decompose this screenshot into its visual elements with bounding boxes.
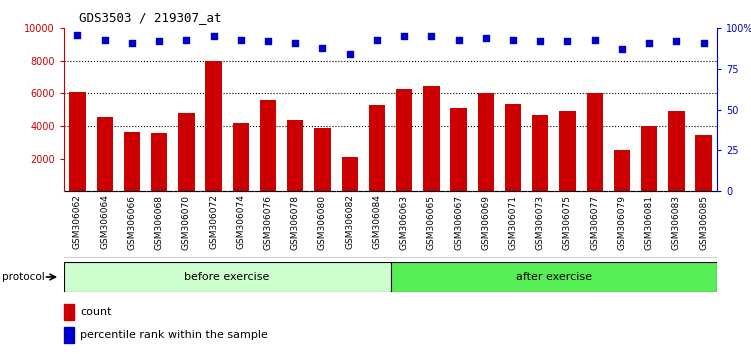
Text: GSM306064: GSM306064: [100, 195, 109, 250]
Bar: [695, 135, 712, 191]
Point: [344, 52, 356, 57]
Text: GSM306065: GSM306065: [427, 195, 436, 250]
Point: [153, 39, 165, 44]
Text: GSM306062: GSM306062: [73, 195, 82, 250]
Point: [262, 39, 274, 44]
Bar: [314, 128, 330, 191]
Text: before exercise: before exercise: [185, 272, 270, 282]
Point: [453, 37, 465, 42]
Text: GSM306075: GSM306075: [563, 195, 572, 250]
Bar: [260, 100, 276, 191]
Bar: [64, 327, 74, 343]
Point: [480, 35, 492, 41]
Text: GSM306068: GSM306068: [155, 195, 164, 250]
Bar: [206, 61, 222, 191]
Bar: [69, 92, 86, 191]
Text: GSM306066: GSM306066: [128, 195, 137, 250]
Bar: [369, 105, 385, 191]
Text: count: count: [80, 307, 112, 318]
Point: [207, 34, 219, 39]
Bar: [641, 126, 657, 191]
Point: [534, 39, 546, 44]
Point: [507, 37, 519, 42]
Bar: [342, 157, 358, 191]
Bar: [451, 108, 467, 191]
Bar: [178, 113, 195, 191]
Text: GSM306074: GSM306074: [237, 195, 246, 250]
Text: after exercise: after exercise: [516, 272, 592, 282]
Text: GSM306073: GSM306073: [535, 195, 544, 250]
Text: GSM306077: GSM306077: [590, 195, 599, 250]
Bar: [124, 132, 140, 191]
Text: GSM306082: GSM306082: [345, 195, 354, 250]
Point: [616, 47, 628, 52]
Text: GSM306078: GSM306078: [291, 195, 300, 250]
Point: [371, 37, 383, 42]
Bar: [505, 104, 521, 191]
Text: GSM306063: GSM306063: [400, 195, 409, 250]
Bar: [668, 112, 684, 191]
Bar: [287, 120, 303, 191]
Bar: [424, 86, 439, 191]
Point: [126, 40, 138, 46]
Text: GSM306079: GSM306079: [617, 195, 626, 250]
Text: GSM306069: GSM306069: [481, 195, 490, 250]
Point: [671, 39, 683, 44]
Bar: [614, 150, 630, 191]
Bar: [151, 132, 167, 191]
Text: GSM306076: GSM306076: [264, 195, 273, 250]
Bar: [478, 93, 494, 191]
Text: GSM306080: GSM306080: [318, 195, 327, 250]
Bar: [559, 112, 575, 191]
Bar: [96, 117, 113, 191]
Point: [425, 34, 437, 39]
Bar: [587, 93, 603, 191]
Bar: [64, 304, 74, 320]
Point: [180, 37, 192, 42]
Point: [289, 40, 301, 46]
Bar: [396, 88, 412, 191]
Text: percentile rank within the sample: percentile rank within the sample: [80, 330, 268, 341]
Point: [398, 34, 410, 39]
Text: GSM306084: GSM306084: [372, 195, 382, 250]
Text: GSM306072: GSM306072: [209, 195, 218, 250]
Text: protocol: protocol: [2, 272, 44, 282]
Text: GSM306081: GSM306081: [644, 195, 653, 250]
Text: GSM306070: GSM306070: [182, 195, 191, 250]
Text: GSM306071: GSM306071: [508, 195, 517, 250]
Text: GDS3503 / 219307_at: GDS3503 / 219307_at: [79, 11, 222, 24]
Point: [643, 40, 655, 46]
Point: [316, 45, 328, 51]
Bar: [64, 262, 391, 292]
Point: [698, 40, 710, 46]
Text: GSM306085: GSM306085: [699, 195, 708, 250]
Bar: [391, 262, 717, 292]
Text: GSM306083: GSM306083: [672, 195, 681, 250]
Text: GSM306067: GSM306067: [454, 195, 463, 250]
Point: [562, 39, 574, 44]
Bar: [233, 123, 249, 191]
Point: [71, 32, 83, 38]
Point: [98, 37, 110, 42]
Point: [235, 37, 247, 42]
Point: [589, 37, 601, 42]
Bar: [532, 115, 548, 191]
